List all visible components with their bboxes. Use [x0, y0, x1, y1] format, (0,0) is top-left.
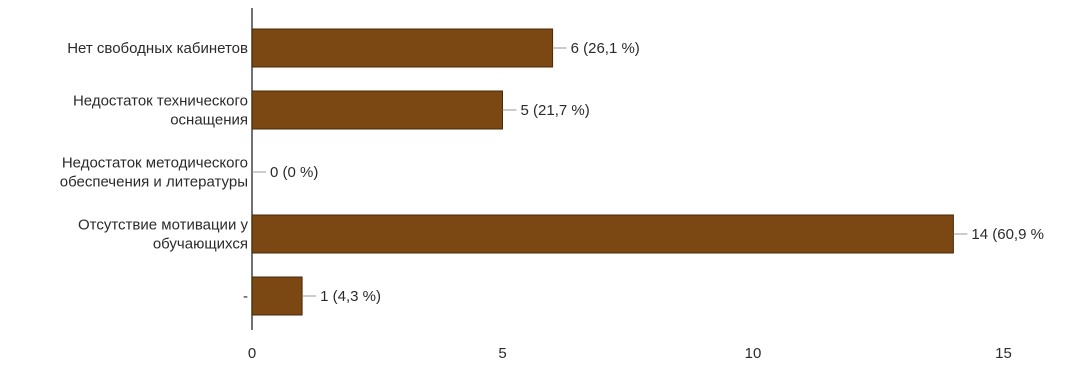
data-label: 6 (26,1 %)	[571, 40, 640, 57]
bars-layer	[251, 28, 954, 316]
bar	[251, 28, 554, 68]
category-label-line: Нет свободных кабинетов	[67, 40, 248, 57]
category-label-line: обеспечения и литературы	[60, 174, 248, 191]
data-label: 0 (0 %)	[270, 164, 318, 181]
category-label: -	[243, 288, 248, 305]
category-label-line: обучающихся	[153, 236, 248, 253]
category-label-line: Отсутствие мотивации у	[78, 217, 249, 234]
category-label: Недостаток методического обеспечения и ли…	[60, 155, 248, 191]
category-label-line: оснащения	[170, 112, 248, 129]
x-ticks-layer: 0 5 10 15	[248, 345, 1012, 362]
category-label: Недостаток технического оснащения	[73, 93, 248, 129]
bar	[251, 276, 303, 316]
category-label-line: Недостаток методического	[62, 155, 248, 172]
data-label: 5 (21,7 %)	[521, 102, 590, 119]
category-label-line: Недостаток технического	[73, 93, 248, 110]
labels-layer: 6 (26,1 %) Нет свободных кабинетов 5 (21,7…	[60, 40, 1044, 305]
x-tick-label: 0	[248, 345, 256, 362]
category-label: Отсутствие мотивации у обучающихся	[78, 217, 249, 253]
x-tick-label: 10	[745, 345, 762, 362]
bar	[251, 90, 503, 130]
data-label: 1 (4,3 %)	[320, 288, 381, 305]
x-tick-label: 15	[995, 345, 1012, 362]
category-label-line: -	[243, 288, 248, 305]
category-label: Нет свободных кабинетов	[67, 40, 248, 57]
bar	[251, 214, 954, 254]
data-label: 14 (60,9 %	[971, 226, 1044, 243]
x-tick-label: 5	[498, 345, 506, 362]
